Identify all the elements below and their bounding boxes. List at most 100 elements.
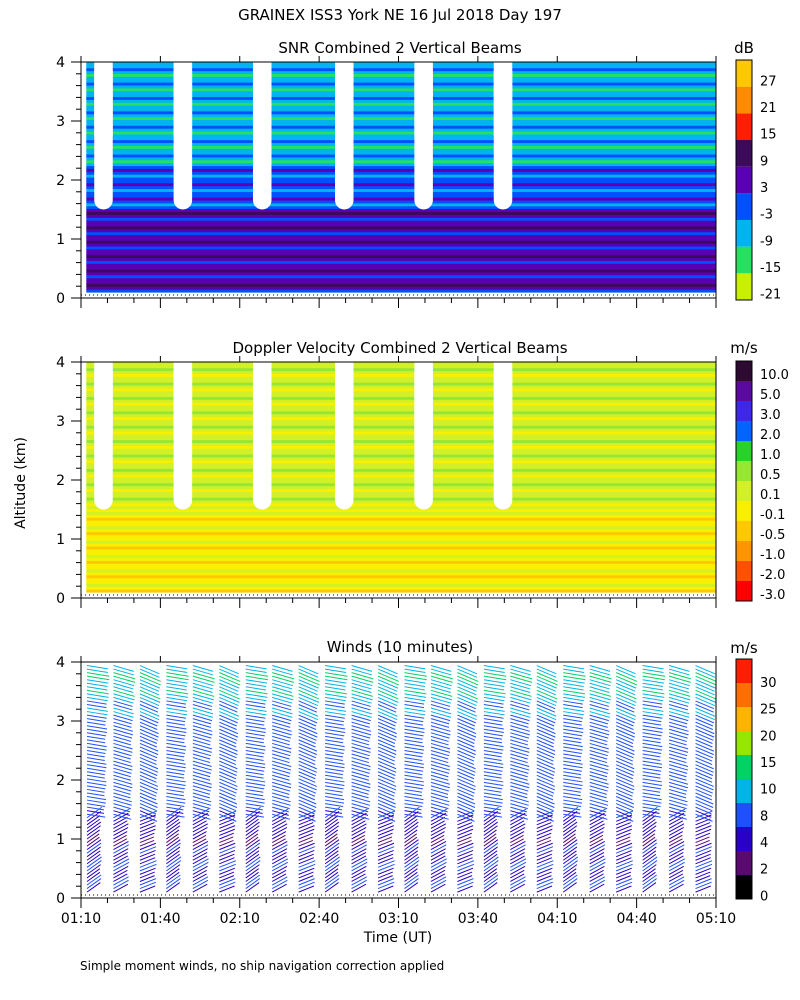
wind-barb — [245, 665, 267, 670]
heatmap-cell — [86, 225, 716, 230]
wind-barb — [86, 796, 106, 801]
wind-barb — [430, 827, 446, 836]
wind-barb — [695, 668, 716, 678]
wind-barb — [166, 803, 185, 807]
wind-barb — [86, 767, 106, 772]
heatmap-cell — [86, 569, 716, 573]
wind-barb — [457, 700, 476, 710]
heatmap-cell — [86, 179, 716, 184]
wind-barb — [113, 796, 133, 803]
wind-barb — [298, 828, 315, 836]
wind-barb — [325, 732, 345, 737]
wind-barb — [113, 746, 133, 753]
wind-barb — [139, 846, 157, 854]
wind-barb — [272, 806, 289, 813]
wind-barb — [404, 878, 419, 889]
wind-barb — [272, 735, 291, 742]
wind-barb — [86, 707, 108, 712]
wind-barb — [589, 725, 610, 732]
wind-barb — [324, 825, 339, 836]
heatmap-cell — [86, 73, 716, 77]
wind-barb — [430, 810, 448, 816]
wind-barb — [192, 665, 214, 672]
velocity-colorbar: 10.05.03.02.01.00.50.1-0.1-0.5-1.0-2.0-3… — [735, 360, 789, 603]
wind-barb — [668, 753, 687, 760]
wind-barb — [86, 842, 102, 854]
wind-barb — [510, 806, 528, 813]
heatmap-cell — [86, 67, 716, 72]
heatmap-cell — [86, 431, 716, 435]
wind-barb — [589, 707, 611, 715]
wind-barb — [245, 721, 265, 726]
wind-barb — [668, 823, 685, 833]
colorbar-tick-label: -15 — [760, 261, 781, 276]
wind-barb — [271, 816, 287, 826]
wind-barb — [615, 767, 634, 776]
wind-barb — [192, 732, 212, 739]
wind-barb — [324, 818, 339, 829]
wind-barb — [430, 665, 452, 672]
wind-barb — [615, 665, 636, 675]
wind-barb — [139, 857, 156, 865]
wind-barb — [219, 764, 238, 773]
wind-barb — [562, 846, 578, 858]
wind-barb — [457, 693, 478, 703]
wind-barb — [695, 792, 712, 801]
wind-barb — [219, 725, 239, 735]
wind-barb — [695, 718, 714, 727]
wind-barb — [695, 721, 714, 730]
wind-barb — [219, 753, 237, 762]
wind-barb — [404, 850, 419, 861]
wind-barb — [271, 838, 286, 847]
wind-barb — [510, 796, 529, 803]
wind-barb — [404, 750, 424, 754]
heatmap-cell — [86, 277, 716, 282]
wind-barb — [457, 750, 475, 759]
wind-barb — [139, 693, 161, 703]
wind-barb — [642, 871, 656, 882]
wind-barb — [325, 728, 346, 733]
wind-barb — [668, 742, 689, 750]
wind-barb — [404, 868, 418, 879]
heatmap-cell — [86, 168, 716, 172]
wind-barb — [695, 846, 712, 854]
wind-barb — [430, 739, 449, 746]
wind-barb — [536, 788, 554, 797]
y-tick-label: 2 — [56, 473, 65, 489]
wind-barb — [325, 739, 344, 744]
wind-barb — [245, 682, 267, 688]
wind-barb — [86, 672, 110, 677]
colorbar-tick-label: 9 — [760, 154, 768, 169]
wind-barb — [430, 764, 450, 771]
wind-barb — [536, 732, 555, 741]
colorbar-tick-label: 0.1 — [760, 488, 781, 503]
wind-barb — [563, 764, 583, 769]
wind-barb — [192, 771, 211, 778]
wind-barb — [166, 707, 188, 712]
heatmap-cell — [86, 162, 716, 167]
wind-barb — [510, 844, 526, 854]
wind-barb — [166, 853, 180, 865]
wind-barb — [139, 803, 157, 812]
wind-barb — [166, 833, 179, 843]
wind-barb — [298, 875, 314, 882]
heatmap-cell — [86, 125, 716, 129]
wind-barb — [589, 827, 605, 836]
wind-barb — [351, 665, 373, 672]
wind-barb — [536, 672, 558, 682]
wind-barb — [563, 753, 582, 758]
wind-barb — [668, 689, 691, 697]
wind-barb — [536, 774, 554, 783]
wind-barb — [86, 860, 102, 872]
wind-barb — [668, 810, 686, 816]
colorbar-swatch — [736, 220, 752, 247]
wind-barb — [668, 774, 687, 781]
colorbar-tick-label: -3 — [760, 208, 773, 223]
wind-barb — [615, 714, 635, 724]
wind-barb — [457, 850, 474, 858]
wind-barb — [510, 873, 525, 882]
wind-barb — [615, 707, 636, 717]
wind-barb — [325, 753, 343, 758]
wind-barb — [86, 679, 109, 684]
heatmap-cell — [86, 433, 716, 438]
